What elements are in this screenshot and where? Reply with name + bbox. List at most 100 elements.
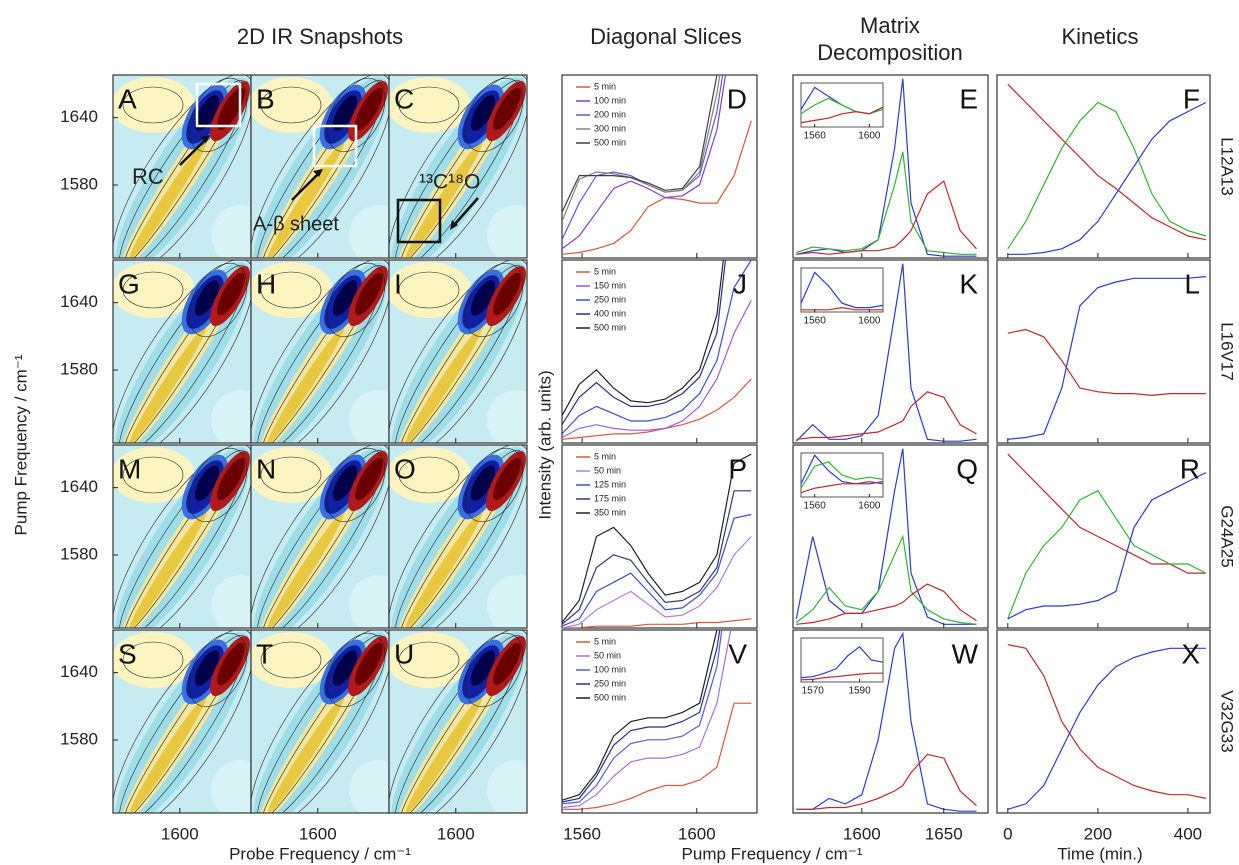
y-tick-label: 1580 xyxy=(60,730,98,749)
panel-frame xyxy=(996,629,1211,814)
arrowhead xyxy=(313,169,323,177)
line xyxy=(796,753,977,810)
panel-letter: B xyxy=(256,83,275,114)
line xyxy=(562,630,721,803)
panel-letter: R xyxy=(1180,453,1200,484)
x-tick-label: 1600 xyxy=(678,824,716,843)
y-axis-label: Intensity (arb. units) xyxy=(535,370,554,519)
line xyxy=(801,480,883,494)
section-title: Kinetics xyxy=(1061,24,1138,49)
x-tick-label: 1560 xyxy=(804,501,827,512)
panel-letter: T xyxy=(256,638,273,669)
panel-letter: U xyxy=(394,638,414,669)
line xyxy=(796,583,977,625)
arrow xyxy=(179,139,206,166)
panel-letter: F xyxy=(1183,83,1200,114)
line xyxy=(796,391,977,440)
panel-letter: V xyxy=(728,638,747,669)
line xyxy=(801,461,883,489)
x-tick-label: 1600 xyxy=(858,316,881,327)
row-label: V32G33 xyxy=(1218,690,1237,752)
snapshot-grid xyxy=(112,74,528,814)
line xyxy=(1007,647,1206,810)
panel-letter: H xyxy=(256,268,276,299)
legend-label: 250 min xyxy=(594,294,626,304)
panel-letter: Q xyxy=(956,453,978,484)
x-axis-label: Time (min.) xyxy=(1057,844,1142,863)
x-tick-label: 1560 xyxy=(804,131,827,142)
arrowhead xyxy=(200,135,210,143)
legend-label: 50 min xyxy=(594,650,621,660)
line xyxy=(1007,83,1207,241)
panel-frame xyxy=(388,259,528,444)
x-tick-label: 1560 xyxy=(563,824,601,843)
panel-letter: O xyxy=(394,453,416,484)
panel-frame xyxy=(561,259,758,444)
legend-label: 150 min xyxy=(594,280,626,290)
annotation: ¹³C¹⁸O xyxy=(419,171,480,194)
x-tick-label: 200 xyxy=(1084,824,1112,843)
y-tick-label: 1640 xyxy=(60,292,98,311)
legend-label: 300 min xyxy=(594,123,626,133)
panel-letter: K xyxy=(959,268,978,299)
line xyxy=(562,618,752,628)
line xyxy=(562,260,724,416)
panel-letter: M xyxy=(118,453,141,484)
line xyxy=(562,630,723,805)
box xyxy=(195,82,242,128)
y-axis-label: Pump Frequency / cm⁻¹ xyxy=(11,354,30,535)
x-tick-label: 1650 xyxy=(925,824,963,843)
line xyxy=(562,75,727,250)
line xyxy=(795,534,977,625)
x-tick-label: 1600 xyxy=(299,824,337,843)
x-tick-label: 1560 xyxy=(804,316,827,327)
line xyxy=(1007,101,1207,250)
x-tick-label: 1600 xyxy=(437,824,475,843)
x-tick-label: 0 xyxy=(1003,824,1012,843)
line xyxy=(796,180,977,255)
line xyxy=(1007,644,1207,799)
legend-label: 50 min xyxy=(594,465,621,475)
annotation: A-β sheet xyxy=(253,213,339,235)
line xyxy=(1007,490,1207,620)
x-tick-label: 1600 xyxy=(161,824,199,843)
legend-label: 500 min xyxy=(594,692,626,702)
panel-frame xyxy=(996,444,1211,629)
section-title: Matrix Decomposition xyxy=(817,13,963,65)
arrow xyxy=(454,197,479,225)
inset-frame xyxy=(800,267,884,313)
panel-letter: G xyxy=(118,268,140,299)
section-title: Diagonal Slices xyxy=(590,24,742,49)
line xyxy=(562,513,752,627)
panel-letter: P xyxy=(728,453,747,484)
x-axis-label: Pump Frequency / cm⁻¹ xyxy=(682,844,863,863)
panel-letter: C xyxy=(394,83,414,114)
legend-label: 125 min xyxy=(594,479,626,489)
arrowhead xyxy=(450,220,458,230)
line xyxy=(562,536,752,628)
line xyxy=(801,454,883,485)
box xyxy=(312,124,358,168)
y-tick-label: 1580 xyxy=(60,360,98,379)
legend-label: 500 min xyxy=(594,137,626,147)
row-label: L12A13 xyxy=(1218,137,1237,196)
line xyxy=(562,490,752,625)
panel-frame xyxy=(388,74,528,259)
line xyxy=(562,702,752,810)
line xyxy=(1007,471,1207,620)
line xyxy=(796,151,977,255)
line xyxy=(562,378,752,440)
line xyxy=(1007,453,1206,574)
section-title: 2D IR Snapshots xyxy=(237,24,403,49)
panel-letter: W xyxy=(952,638,979,669)
annotation: RC xyxy=(132,164,164,189)
legend-label: 350 min xyxy=(594,507,626,517)
x-tick-label: 1570 xyxy=(802,686,825,697)
y-tick-label: 1640 xyxy=(60,662,98,681)
line xyxy=(801,106,883,124)
panel-letter: I xyxy=(394,268,402,299)
legend-label: 100 min xyxy=(594,95,626,105)
row-label: L16V17 xyxy=(1218,322,1237,381)
